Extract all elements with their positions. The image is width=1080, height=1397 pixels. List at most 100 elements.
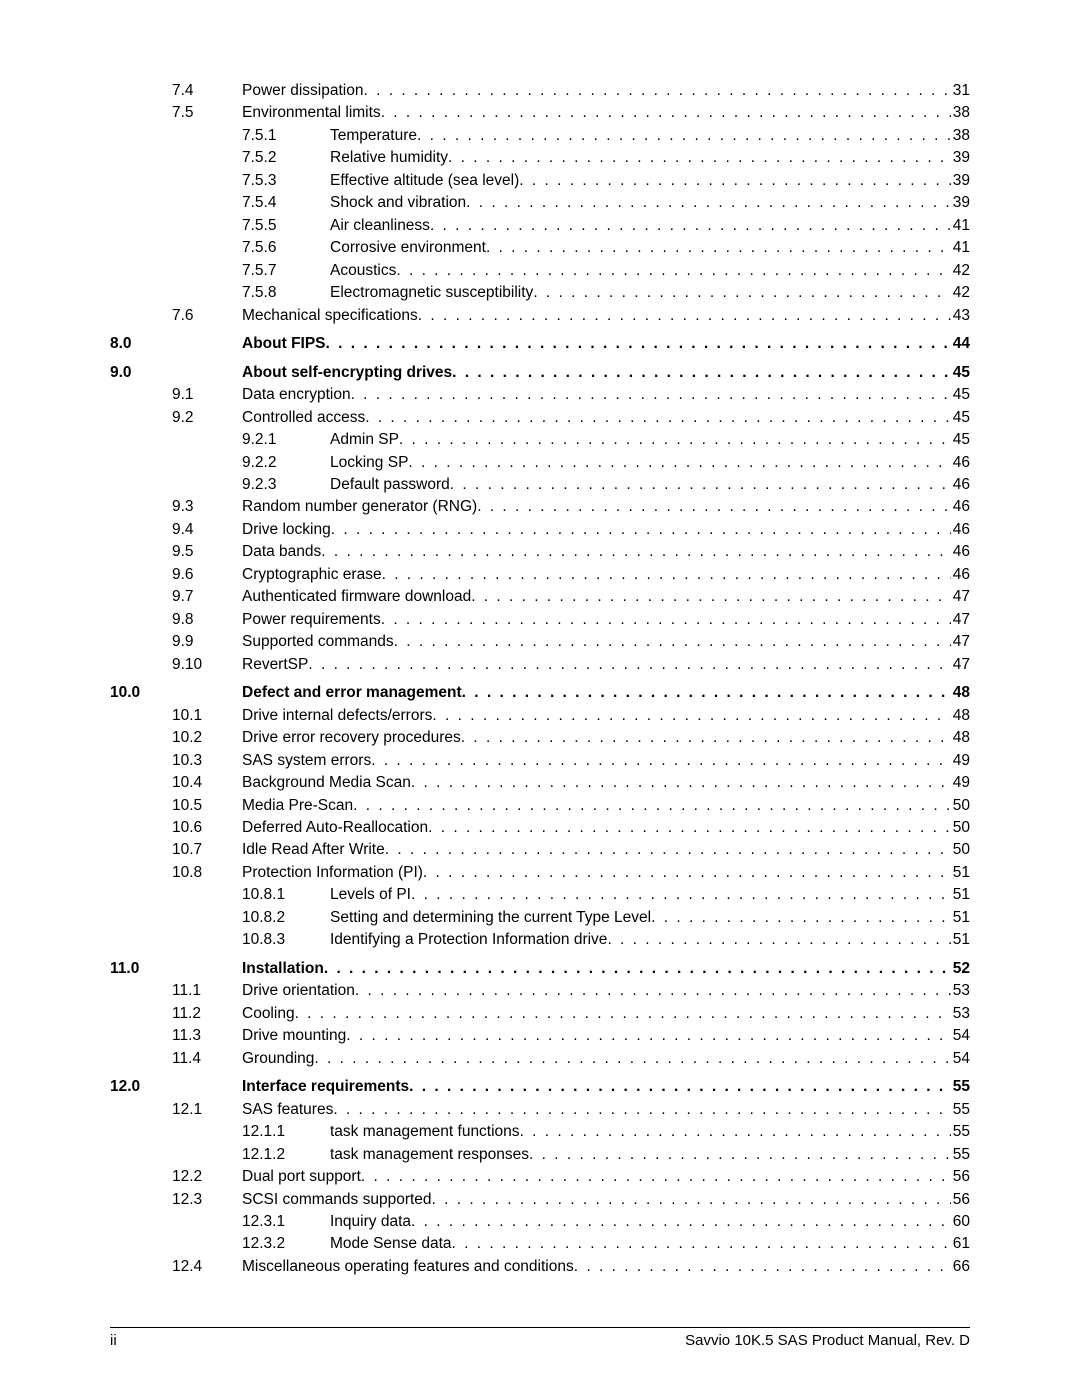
toc-title: Miscellaneous operating features and con…: [242, 1256, 574, 1278]
toc-title: Effective altitude (sea level): [330, 170, 519, 192]
toc-row: 9.9Supported commands 47: [110, 631, 970, 653]
toc-page-number: 60: [951, 1211, 970, 1233]
toc-subsubsection-number: 7.5.6: [242, 237, 330, 259]
toc-leader-dots: [432, 1189, 951, 1211]
toc-subsection-number: 9.2: [172, 407, 242, 429]
toc-leader-dots: [396, 260, 950, 282]
toc-page-number: 47: [951, 609, 970, 631]
toc-row: 12.1SAS features 55: [110, 1099, 970, 1121]
footer-manual-title: Savvio 10K.5 SAS Product Manual, Rev. D: [685, 1332, 970, 1349]
toc-leader-dots: [365, 407, 951, 429]
toc-leader-dots: [423, 862, 951, 884]
toc-leader-dots: [417, 125, 951, 147]
toc-row: 7.5.3Effective altitude (sea level) 39: [110, 170, 970, 192]
toc-subsection-number: 7.5: [172, 102, 242, 124]
toc-row: 9.8Power requirements 47: [110, 609, 970, 631]
toc-subsection-number: 11.4: [172, 1048, 242, 1070]
toc-row: 9.4Drive locking 46: [110, 519, 970, 541]
toc-title: Relative humidity: [330, 147, 448, 169]
toc-page-number: 49: [951, 772, 970, 794]
toc-page-number: 48: [951, 682, 970, 704]
toc-row: 9.0About self-encrypting drives 45: [110, 362, 970, 384]
toc-title: Drive error recovery procedures: [242, 727, 461, 749]
toc-row: 9.6Cryptographic erase 46: [110, 564, 970, 586]
toc-subsection-number: 11.2: [172, 1003, 242, 1025]
toc-leader-dots: [333, 1099, 950, 1121]
toc-page-number: 41: [951, 215, 970, 237]
toc-leader-dots: [321, 541, 950, 563]
toc-leader-dots: [452, 362, 951, 384]
toc-subsection-number: 9.8: [172, 609, 242, 631]
toc-page-number: 31: [951, 80, 970, 102]
toc-page-number: 50: [951, 795, 970, 817]
toc-leader-dots: [486, 237, 951, 259]
toc-row: 7.5.7Acoustics 42: [110, 260, 970, 282]
toc-page-number: 50: [951, 839, 970, 861]
toc-leader-dots: [361, 1166, 951, 1188]
toc-title: Data encryption: [242, 384, 351, 406]
toc-subsection-number: 10.6: [172, 817, 242, 839]
toc-leader-dots: [394, 631, 951, 653]
toc-leader-dots: [418, 305, 951, 327]
toc-subsubsection-number: 7.5.4: [242, 192, 330, 214]
toc-subsubsection-number: 7.5.1: [242, 125, 330, 147]
toc-leader-dots: [382, 564, 951, 586]
toc-page-number: 48: [951, 705, 970, 727]
toc-row: 9.7Authenticated firmware download 47: [110, 586, 970, 608]
toc-subsection-number: 9.7: [172, 586, 242, 608]
toc-title: Mode Sense data: [330, 1233, 452, 1255]
toc-title: About self-encrypting drives: [242, 362, 452, 384]
toc-leader-dots: [324, 958, 951, 980]
toc-leader-dots: [411, 1211, 951, 1233]
toc-leader-dots: [477, 496, 951, 518]
toc-row: 10.8.1Levels of PI 51: [110, 884, 970, 906]
toc-subsubsection-number: 7.5.2: [242, 147, 330, 169]
toc-title: Electromagnetic susceptibility: [330, 282, 533, 304]
toc-page-number: 45: [951, 429, 970, 451]
toc-subsection-number: 7.6: [172, 305, 242, 327]
toc-title: Shock and vibration: [330, 192, 466, 214]
toc-page-number: 55: [951, 1076, 970, 1098]
toc-page-number: 44: [951, 333, 970, 355]
toc-row: 9.2.3Default password 46: [110, 474, 970, 496]
toc-row: 7.5.1Temperature 38: [110, 125, 970, 147]
toc-title: Cooling: [242, 1003, 295, 1025]
toc-page-number: 46: [951, 452, 970, 474]
toc-subsection-number: 10.8: [172, 862, 242, 884]
toc-subsubsection-number: 7.5.8: [242, 282, 330, 304]
toc-section-number: 8.0: [110, 333, 172, 355]
toc-row: 9.5Data bands 46: [110, 541, 970, 563]
toc-page-number: 66: [951, 1256, 970, 1278]
toc-leader-dots: [529, 1144, 951, 1166]
toc-page-number: 45: [951, 384, 970, 406]
toc-leader-dots: [471, 586, 951, 608]
toc-page-number: 52: [951, 958, 970, 980]
toc-leader-dots: [428, 817, 951, 839]
toc-leader-dots: [355, 980, 951, 1002]
toc-subsubsection-number: 12.3.2: [242, 1233, 330, 1255]
toc-row: 12.1.2task management responses 55: [110, 1144, 970, 1166]
toc-leader-dots: [607, 929, 950, 951]
toc-leader-dots: [450, 474, 951, 496]
toc-page-number: 51: [951, 929, 970, 951]
toc-page-number: 45: [951, 362, 970, 384]
toc-page-number: 49: [951, 750, 970, 772]
toc-page-number: 51: [951, 907, 970, 929]
toc-leader-dots: [411, 884, 951, 906]
toc-page-number: 56: [951, 1166, 970, 1188]
toc-subsubsection-number: 9.2.1: [242, 429, 330, 451]
toc-row: 9.2.2Locking SP 46: [110, 452, 970, 474]
toc-title: Drive locking: [242, 519, 331, 541]
toc-page-number: 39: [951, 147, 970, 169]
toc-title: Background Media Scan: [242, 772, 411, 794]
toc-leader-dots: [385, 839, 951, 861]
toc-leader-dots: [346, 1025, 951, 1047]
toc-subsection-number: 10.1: [172, 705, 242, 727]
toc-page-number: 55: [951, 1099, 970, 1121]
toc-page-number: 39: [951, 170, 970, 192]
toc-row: 10.5Media Pre-Scan 50: [110, 795, 970, 817]
toc-row: 9.2.1Admin SP 45: [110, 429, 970, 451]
toc-page-number: 45: [951, 407, 970, 429]
toc-title: About FIPS: [242, 333, 326, 355]
toc-leader-dots: [520, 1121, 951, 1143]
